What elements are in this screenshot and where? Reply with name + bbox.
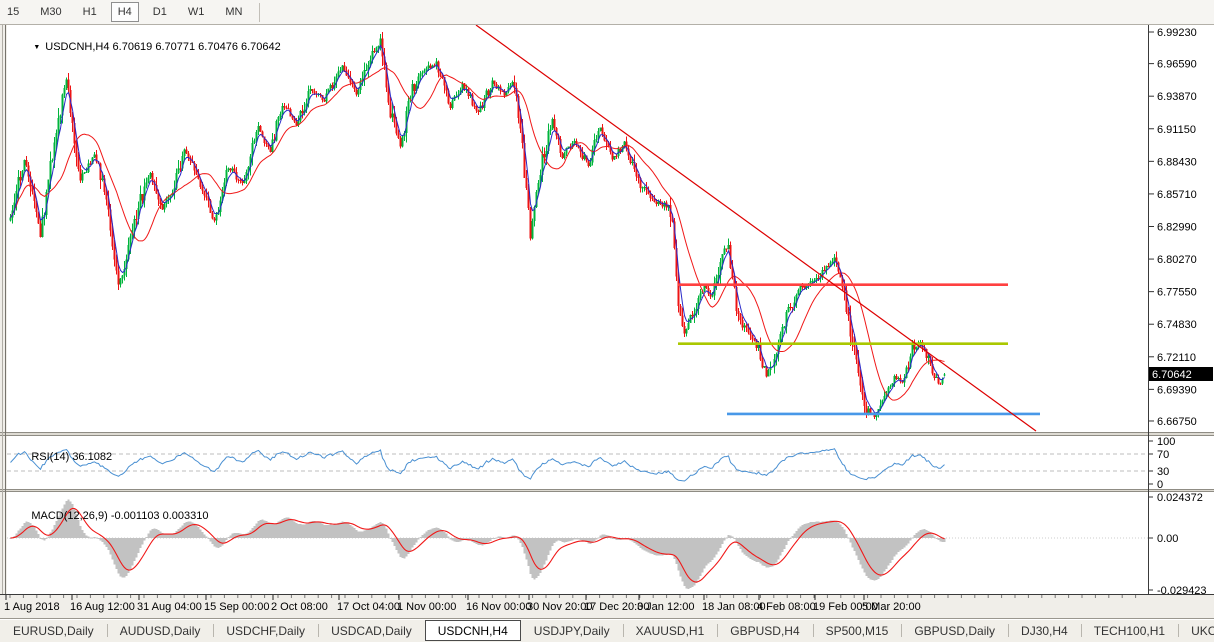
svg-text:6.70642: 6.70642	[1152, 369, 1192, 381]
svg-text:-0.029423: -0.029423	[1157, 585, 1207, 597]
svg-text:1 Aug 2018: 1 Aug 2018	[4, 601, 60, 613]
svg-text:3 Jan 12:00: 3 Jan 12:00	[637, 601, 695, 613]
chart-tabs: EURUSD,Daily AUDUSD,Daily USDCHF,Daily USDC…	[0, 619, 1214, 642]
timeframe-button-H1[interactable]: H1	[82, 6, 97, 18]
rsi-value: 36.1082	[72, 451, 113, 463]
chart-tab-usdchf-daily[interactable]: USDCHF,Daily	[213, 619, 318, 642]
svg-text:19 Feb 00:00: 19 Feb 00:00	[813, 601, 878, 613]
svg-text:17 Dec 20:00: 17 Dec 20:00	[584, 601, 649, 613]
svg-text:0.024372: 0.024372	[1157, 492, 1203, 504]
svg-text:6.66750: 6.66750	[1157, 416, 1197, 428]
svg-text:17 Oct 04:00: 17 Oct 04:00	[337, 601, 400, 613]
macd-indicator-label: MACD(12,26,9) -0.001103 0.003310	[13, 498, 209, 534]
chart-ohlc-values: 6.70619 6.70771 6.70476 6.70642	[112, 41, 281, 53]
rsi-name: RSI(14)	[31, 451, 70, 463]
svg-text:6.91150: 6.91150	[1157, 124, 1196, 136]
trendline	[475, 25, 1037, 432]
timeframe-button-W1[interactable]: W1	[187, 6, 205, 18]
timeframe-button-H4[interactable]: H4	[110, 2, 139, 22]
svg-text:4 Feb 08:00: 4 Feb 08:00	[757, 601, 816, 613]
chart-tab-dj30-h4[interactable]: DJ30,H4	[1008, 619, 1081, 642]
svg-text:6.85710: 6.85710	[1157, 189, 1197, 201]
chart-title: ▼ USDCNH,H4 6.70619 6.70771 6.70476 6.706…	[15, 29, 281, 67]
chart-tab-xauusd-h1[interactable]: XAUUSD,H1	[622, 619, 718, 642]
svg-text:6.80270: 6.80270	[1157, 254, 1197, 266]
svg-text:6.96590: 6.96590	[1157, 59, 1197, 71]
svg-text:18 Jan 08:00: 18 Jan 08:00	[702, 601, 766, 613]
svg-text:0: 0	[1157, 479, 1163, 491]
svg-text:30 Nov 20:00: 30 Nov 20:00	[527, 601, 592, 613]
chart-canvas[interactable]: 6.99230 6.96590 6.93870 6.91150 6.88430 6.857…	[0, 25, 1214, 618]
chart-tab-usdcad-daily[interactable]: USDCAD,Daily	[318, 619, 425, 642]
svg-text:1 Nov 00:00: 1 Nov 00:00	[397, 601, 456, 613]
timeframe-toolbar: 15 M30 H1 H4 D1 W1 MN	[0, 0, 1214, 25]
macd-name: MACD(12,26,9)	[31, 510, 108, 522]
chart-tab-usdcnh-h4[interactable]: USDCNH,H4	[424, 620, 521, 641]
svg-text:16 Aug 12:00: 16 Aug 12:00	[70, 601, 135, 613]
chart-symbol-timeframe: USDCNH,H4	[45, 41, 110, 53]
chart-dropdown-icon[interactable]: ▼	[33, 44, 41, 51]
timeframe-button-D1[interactable]: D1	[152, 6, 167, 18]
rsi-indicator-label: RSI(14) 36.1082	[13, 439, 112, 475]
svg-text:5 Mar 20:00: 5 Mar 20:00	[862, 601, 921, 613]
svg-text:16 Nov 00:00: 16 Nov 00:00	[466, 601, 531, 613]
chart-tab-ukc[interactable]: UKC	[1178, 619, 1214, 642]
svg-text:100: 100	[1157, 436, 1175, 448]
svg-text:6.74830: 6.74830	[1157, 319, 1197, 331]
macd-signal-line	[10, 507, 945, 583]
chart-tab-eurusd-daily[interactable]: EURUSD,Daily	[13, 623, 94, 638]
svg-text:31 Aug 04:00: 31 Aug 04:00	[137, 601, 202, 613]
svg-text:6.72110: 6.72110	[1157, 352, 1196, 364]
timeframe-button-15[interactable]: 15	[7, 6, 20, 18]
macd-histogram	[9, 499, 946, 589]
ma-fast-line	[10, 44, 945, 414]
chart-tab-tech100-h1[interactable]: TECH100,H1	[1080, 619, 1178, 642]
svg-text:70: 70	[1157, 449, 1169, 461]
timeframe-buttons: 15 M30 H1 H4 D1 W1 MN	[0, 2, 249, 22]
macd-values: -0.001103 0.003310	[110, 510, 209, 522]
current-price-badge	[1149, 367, 1213, 381]
chart-tab-sp500-m15[interactable]: SP500,M15	[812, 619, 902, 642]
chart-tab-audusd-daily[interactable]: AUDUSD,Daily	[106, 619, 214, 642]
ma-slow-line	[10, 67, 945, 401]
svg-text:6.93870: 6.93870	[1157, 91, 1197, 103]
rsi-line	[10, 448, 945, 482]
candles	[9, 31, 946, 421]
chart-window: 6.99230 6.96590 6.93870 6.91150 6.88430 6.857…	[0, 25, 1214, 618]
chart-tab-gbpusd-daily[interactable]: GBPUSD,Daily	[901, 619, 1008, 642]
svg-text:6.88430: 6.88430	[1157, 156, 1197, 168]
svg-text:6.99230: 6.99230	[1157, 27, 1197, 39]
svg-text:2 Oct 08:00: 2 Oct 08:00	[271, 601, 328, 613]
svg-text:6.77550: 6.77550	[1157, 287, 1197, 299]
toolbar-separator	[259, 2, 261, 22]
timeframe-button-M30[interactable]: M30	[40, 6, 62, 18]
chart-tabs-bar: EURUSD,Daily AUDUSD,Daily USDCHF,Daily USDC…	[0, 618, 1214, 642]
svg-text:6.69390: 6.69390	[1157, 384, 1197, 396]
svg-text:15 Sep 00:00: 15 Sep 00:00	[204, 601, 269, 613]
chart-tab-gbpusd-h4[interactable]: GBPUSD,H4	[717, 619, 812, 642]
timeframe-button-MN[interactable]: MN	[225, 6, 243, 18]
svg-text:0.00: 0.00	[1157, 533, 1178, 545]
chart-tab-usdjpy-daily[interactable]: USDJPY,Daily	[533, 623, 610, 638]
svg-text:6.82990: 6.82990	[1157, 221, 1197, 233]
svg-text:30: 30	[1157, 466, 1169, 478]
